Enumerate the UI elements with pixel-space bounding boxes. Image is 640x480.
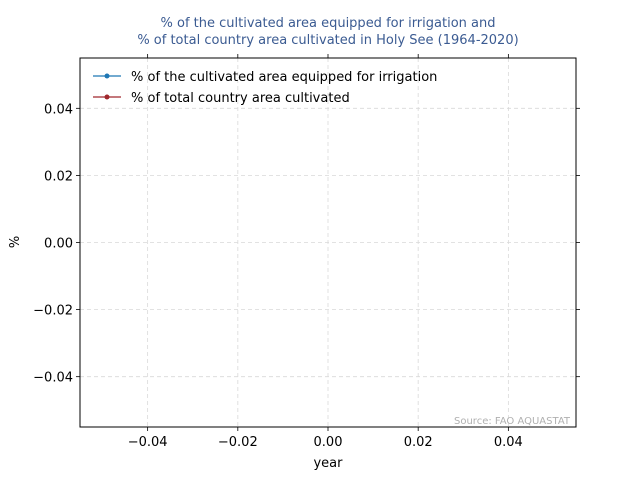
x-tick-label: −0.04 xyxy=(128,435,168,450)
y-axis-label: % xyxy=(8,236,23,248)
x-tick-label: 0.00 xyxy=(314,435,343,450)
legend-marker-cultivated xyxy=(104,94,110,100)
y-tick-label: −0.02 xyxy=(33,304,73,319)
x-tick-label: −0.02 xyxy=(218,435,258,450)
tick-labels: −0.04 −0.02 0.00 0.02 0.04 −0.04 −0.02 0.00 0.02… xyxy=(33,102,523,450)
legend-label-cultivated: % of total country area cultivated xyxy=(131,91,350,106)
y-tick-label: 0.04 xyxy=(44,102,73,117)
x-tick-label: 0.02 xyxy=(404,435,433,450)
axis-ticks xyxy=(76,54,580,431)
legend-label-irrigation: % of the cultivated area equipped for ir… xyxy=(131,70,437,85)
legend-marker-irrigation xyxy=(104,73,110,79)
legend: % of the cultivated area equipped for ir… xyxy=(93,70,437,106)
chart-title-line-1: % of the cultivated area equipped for ir… xyxy=(161,16,496,31)
y-tick-label: −0.04 xyxy=(33,371,73,386)
chart-title-line-2: % of total country area cultivated in Ho… xyxy=(137,33,518,48)
x-tick-label: 0.04 xyxy=(494,435,523,450)
y-tick-label: 0.02 xyxy=(44,169,73,184)
grid xyxy=(80,58,576,427)
x-axis-label: year xyxy=(313,456,343,471)
y-tick-label: 0.00 xyxy=(44,237,73,252)
source-note: Source: FAO AQUASTAT xyxy=(454,416,571,427)
